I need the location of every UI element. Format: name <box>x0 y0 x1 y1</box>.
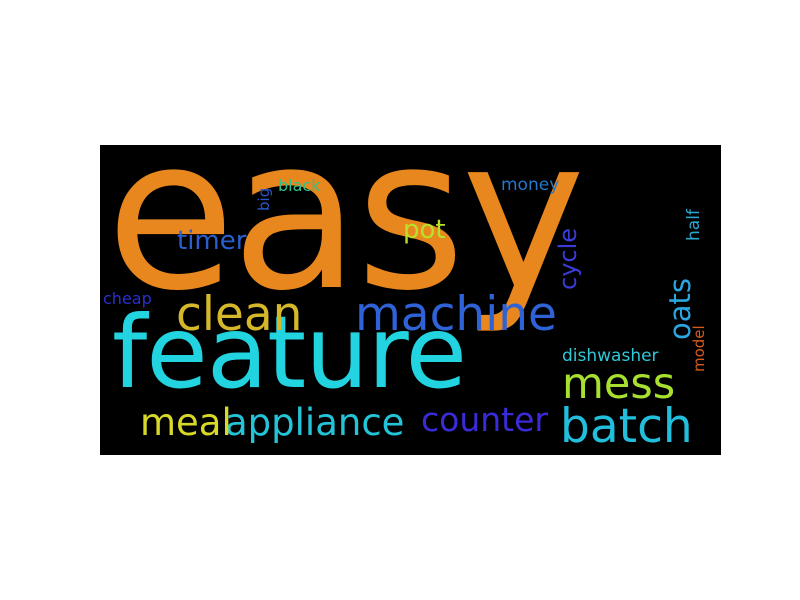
word-big: big <box>255 187 273 211</box>
word-cycle: cycle <box>554 227 582 290</box>
word-batch: batch <box>560 399 693 454</box>
word-pot: pot <box>403 215 446 245</box>
word-half: half <box>684 209 704 241</box>
word-money: money <box>501 175 560 195</box>
word-appliance: appliance <box>225 401 405 444</box>
word-clean: clean <box>176 287 303 342</box>
word-meal: meal <box>140 401 232 444</box>
word-timer: timer <box>177 226 247 256</box>
word-model: model <box>690 325 708 372</box>
word-feature: feature <box>112 294 467 411</box>
word-counter: counter <box>421 400 548 439</box>
word-easy: easy <box>106 145 586 337</box>
word-dishwasher: dishwasher <box>562 346 659 366</box>
word-cloud: easy feature machine clean batch mess ap… <box>100 145 721 455</box>
word-machine: machine <box>355 287 557 342</box>
word-cheap: cheap <box>103 289 152 308</box>
word-black: black <box>278 176 321 195</box>
word-mess: mess <box>562 359 676 409</box>
